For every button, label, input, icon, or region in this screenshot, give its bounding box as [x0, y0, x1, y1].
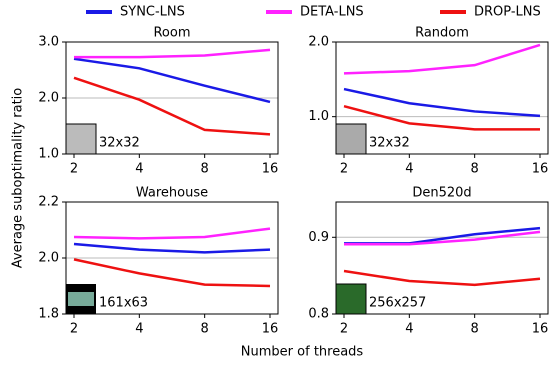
map-thumbnail — [336, 124, 366, 154]
map-size-label: 32x32 — [99, 136, 140, 151]
x-tick-label: 4 — [135, 162, 143, 177]
y-tick-label: 0.9 — [308, 230, 329, 245]
y-axis-label: Average suboptimality ratio — [11, 88, 26, 268]
x-tick-label: 4 — [135, 322, 143, 337]
map-size-label: 32x32 — [369, 136, 410, 151]
x-tick-label: 16 — [262, 322, 279, 337]
map-thumbnail — [336, 284, 366, 314]
y-tick-label: 2.0 — [38, 251, 59, 266]
y-tick-label: 2.0 — [308, 35, 329, 50]
y-tick-label: 1.8 — [38, 307, 59, 322]
y-tick-label: 0.8 — [308, 307, 329, 322]
plot-frame — [336, 202, 548, 314]
x-tick-label: 8 — [201, 162, 209, 177]
x-tick-label: 4 — [405, 322, 413, 337]
subplot-title: Warehouse — [136, 186, 208, 201]
line-series — [344, 271, 540, 285]
x-tick-label: 16 — [532, 322, 549, 337]
y-tick-label: 3.0 — [38, 35, 59, 50]
subplot-title: Room — [153, 26, 190, 41]
figure: Average suboptimality ratio Number of th… — [0, 0, 558, 366]
line-series — [344, 106, 540, 129]
subplot-title: Den520d — [412, 186, 471, 201]
y-tick-label: 1.0 — [308, 109, 329, 124]
legend-label: DETA-LNS — [300, 5, 364, 20]
line-series — [74, 244, 270, 252]
map-thumbnail-detail — [68, 292, 94, 306]
x-tick-label: 4 — [405, 162, 413, 177]
y-tick-label: 2.2 — [38, 195, 59, 210]
line-series — [344, 45, 540, 73]
map-size-label: 256x257 — [369, 296, 426, 311]
x-tick-label: 2 — [340, 322, 348, 337]
legend-label: SYNC-LNS — [120, 5, 185, 20]
line-series — [344, 89, 540, 116]
x-tick-label: 8 — [201, 322, 209, 337]
line-series — [74, 78, 270, 135]
x-tick-label: 2 — [340, 162, 348, 177]
x-tick-label: 2 — [70, 322, 78, 337]
subplot-title: Random — [415, 26, 469, 41]
line-series — [74, 59, 270, 102]
y-tick-label: 2.0 — [38, 91, 59, 106]
x-tick-label: 16 — [532, 162, 549, 177]
x-tick-label: 8 — [471, 162, 479, 177]
map-size-label: 161x63 — [99, 296, 148, 311]
x-axis-label: Number of threads — [241, 345, 364, 360]
map-thumbnail — [66, 124, 96, 154]
x-tick-label: 8 — [471, 322, 479, 337]
plot-frame — [336, 42, 548, 154]
legend-label: DROP-LNS — [474, 5, 541, 20]
line-series — [74, 229, 270, 239]
line-series — [74, 50, 270, 57]
line-series — [74, 259, 270, 286]
x-tick-label: 2 — [70, 162, 78, 177]
x-tick-label: 16 — [262, 162, 279, 177]
y-tick-label: 1.0 — [38, 147, 59, 162]
